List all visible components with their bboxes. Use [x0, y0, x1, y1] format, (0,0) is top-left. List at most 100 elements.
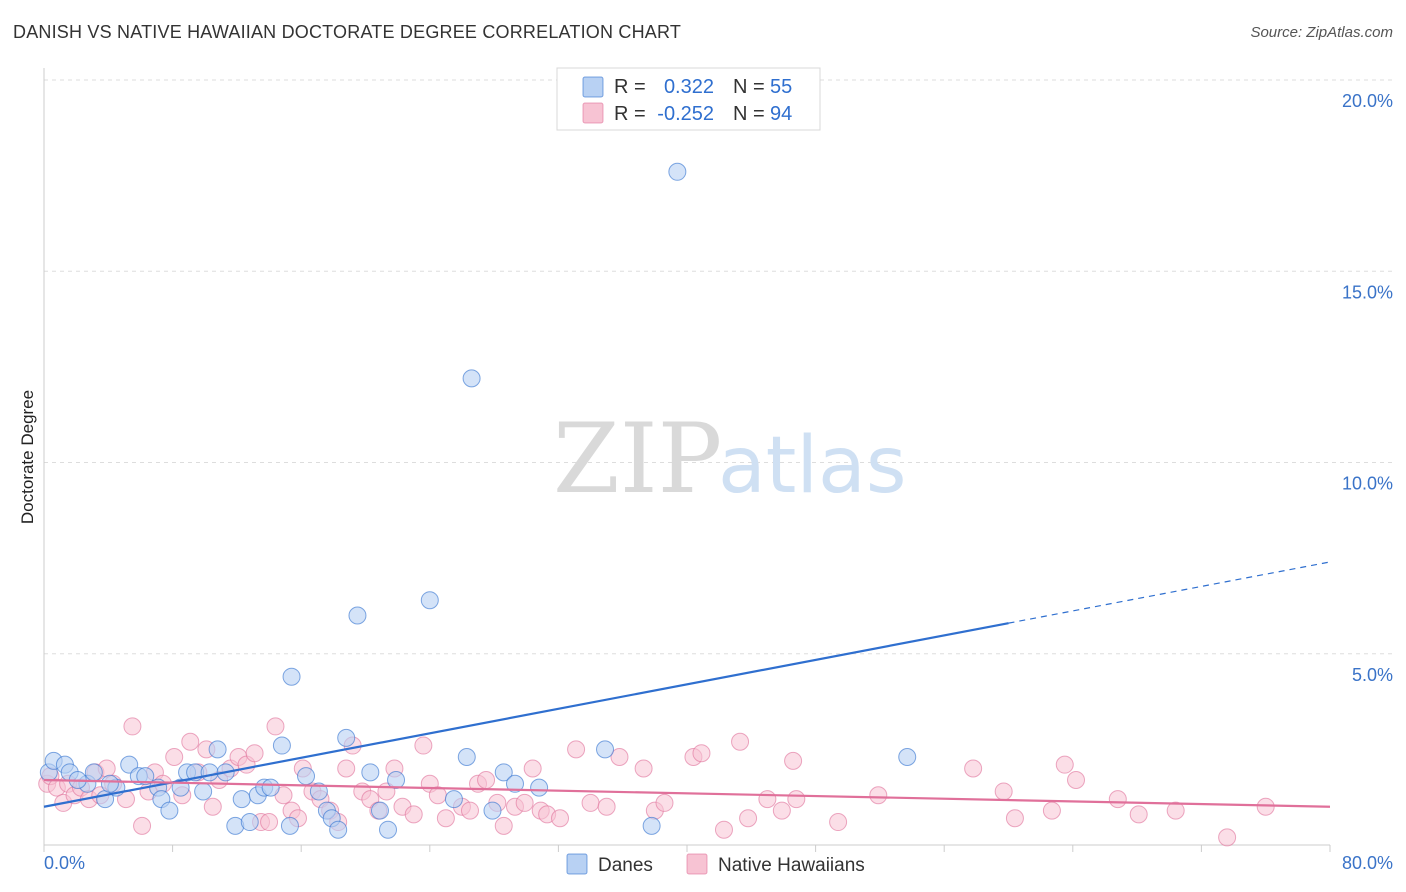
legend-swatch-hawaiians	[582, 102, 604, 124]
point-native-hawaiians	[567, 740, 586, 759]
point-danes	[297, 767, 316, 786]
point-native-hawaiians	[1067, 770, 1086, 789]
point-native-hawaiians	[436, 809, 455, 828]
point-danes	[457, 748, 476, 767]
point-native-hawaiians	[494, 816, 513, 835]
point-native-hawaiians	[337, 759, 356, 778]
point-native-hawaiians	[739, 809, 758, 828]
legend-hawaiians-r-label: R =	[614, 103, 646, 125]
legend-hawaiians-n-label: N =	[733, 103, 765, 125]
point-danes	[596, 740, 615, 759]
legend-danes-n-label: N =	[733, 76, 765, 98]
legend-bottom-swatch-hawaiians	[686, 853, 708, 875]
point-danes	[898, 748, 917, 767]
point-danes	[100, 774, 119, 793]
gridlines	[44, 79, 1393, 655]
point-danes	[240, 813, 259, 832]
trend-lines	[43, 561, 1331, 808]
point-native-hawaiians	[758, 790, 777, 809]
point-danes	[387, 770, 406, 789]
point-native-hawaiians	[523, 759, 542, 778]
point-danes	[379, 820, 398, 839]
point-danes	[505, 774, 524, 793]
y-tick-15: 15.0%	[1342, 282, 1393, 302]
point-danes	[282, 667, 301, 686]
point-native-hawaiians	[165, 748, 184, 767]
point-native-hawaiians	[260, 813, 279, 832]
point-danes	[329, 820, 348, 839]
chart-title: DANISH VS NATIVE HAWAIIAN DOCTORATE DEGR…	[13, 22, 682, 42]
point-native-hawaiians	[610, 748, 629, 767]
legend-top: R = 0.322 N = 55 R = -0.252 N = 94	[556, 67, 821, 131]
y-tick-20: 20.0%	[1342, 91, 1393, 111]
point-danes	[261, 778, 280, 797]
point-native-hawaiians	[1256, 797, 1275, 816]
point-native-hawaiians	[515, 793, 534, 812]
legend-danes-r-label: R =	[614, 76, 646, 98]
point-danes	[420, 591, 439, 610]
point-danes	[232, 790, 251, 809]
watermark-atlas: atlas	[718, 421, 907, 511]
point-danes	[280, 816, 299, 835]
trend-danes	[43, 622, 1009, 808]
point-native-hawaiians	[1005, 809, 1024, 828]
point-danes	[84, 763, 103, 782]
point-native-hawaiians	[581, 793, 600, 812]
series-danes	[39, 162, 917, 839]
point-danes	[309, 782, 328, 801]
legend-hawaiians-n-value: 94	[770, 103, 792, 125]
point-native-hawaiians	[994, 782, 1013, 801]
legend-swatch-danes	[582, 76, 604, 98]
y-axis-label: Doctorate Degree	[18, 390, 37, 524]
point-native-hawaiians	[460, 801, 479, 820]
legend-danes-r-value: 0.322	[664, 76, 714, 98]
point-danes	[208, 740, 227, 759]
point-native-hawaiians	[655, 793, 674, 812]
axes	[43, 68, 1331, 852]
point-native-hawaiians	[477, 770, 496, 789]
point-danes	[483, 801, 502, 820]
x-tick-max: 80.0%	[1342, 853, 1393, 873]
legend-bottom: Danes Native Hawaiians	[566, 853, 865, 876]
point-native-hawaiians	[1055, 755, 1074, 774]
legend-hawaiians-r-value: -0.252	[657, 103, 714, 125]
point-native-hawaiians	[1129, 805, 1148, 824]
point-danes	[462, 369, 481, 388]
point-native-hawaiians	[245, 744, 264, 763]
point-danes	[272, 736, 291, 755]
legend-bottom-danes: Danes	[598, 855, 653, 876]
source-label: Source: ZipAtlas.com	[1250, 24, 1393, 41]
point-native-hawaiians	[731, 732, 750, 751]
watermark-zip: ZIP	[553, 403, 722, 515]
point-native-hawaiians	[1166, 801, 1185, 820]
point-native-hawaiians	[714, 820, 733, 839]
point-native-hawaiians	[266, 717, 285, 736]
point-native-hawaiians	[964, 759, 983, 778]
point-danes	[370, 801, 389, 820]
legend-bottom-hawaiians: Native Hawaiians	[718, 855, 865, 876]
point-danes	[444, 790, 463, 809]
point-native-hawaiians	[829, 813, 848, 832]
point-native-hawaiians	[787, 790, 806, 809]
point-danes	[194, 782, 213, 801]
point-danes	[337, 728, 356, 747]
y-tick-5: 5.0%	[1352, 665, 1393, 685]
point-danes	[642, 816, 661, 835]
point-native-hawaiians	[404, 805, 423, 824]
point-danes	[136, 767, 155, 786]
point-native-hawaiians	[692, 744, 711, 763]
point-danes	[160, 801, 179, 820]
point-native-hawaiians	[1042, 801, 1061, 820]
point-native-hawaiians	[181, 732, 200, 751]
legend-danes-n-value: 55	[770, 76, 792, 98]
x-tick-min: 0.0%	[44, 853, 85, 873]
trend-native-hawaiians	[43, 778, 1331, 808]
point-native-hawaiians	[551, 809, 570, 828]
point-danes	[494, 763, 513, 782]
point-native-hawaiians	[1108, 790, 1127, 809]
trend-danes-extension	[1008, 561, 1331, 624]
point-native-hawaiians	[414, 736, 433, 755]
point-native-hawaiians	[1218, 828, 1237, 847]
y-tick-labels: 5.0% 10.0% 15.0% 20.0%	[1342, 91, 1393, 685]
